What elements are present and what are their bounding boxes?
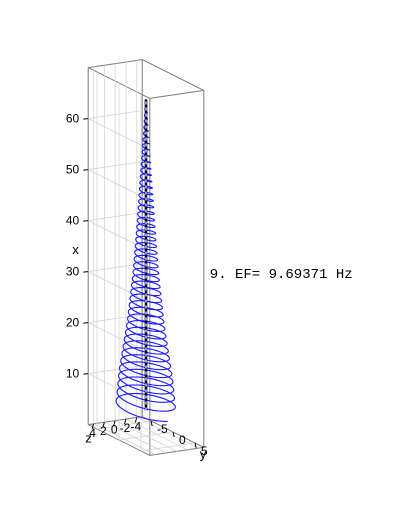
y-axis-label: y xyxy=(200,446,207,461)
x-tick-label: 10 xyxy=(66,367,80,381)
axes-box xyxy=(87,59,205,456)
x-tick-label: 20 xyxy=(66,316,80,330)
x-tick-mark xyxy=(83,322,89,324)
z-tick-mark xyxy=(91,423,95,429)
x-tick-label: 50 xyxy=(66,163,80,177)
z-tick-label: 2 xyxy=(100,424,107,438)
grid-line xyxy=(125,418,188,451)
z-tick-label: -2 xyxy=(120,421,131,435)
z-tick-mark xyxy=(102,422,105,428)
x-tick-mark xyxy=(83,373,89,375)
grid-line xyxy=(136,417,199,449)
grid-line xyxy=(104,421,167,454)
z-tick-mark xyxy=(124,418,127,425)
grid-line xyxy=(115,420,177,452)
box-edge xyxy=(141,59,205,91)
z-tick-mark xyxy=(113,420,116,426)
x-tick-label: 60 xyxy=(66,112,80,126)
z-axis-label: z xyxy=(85,431,92,446)
x-tick-mark xyxy=(83,220,89,222)
z-tick-mark xyxy=(134,417,138,423)
orbit-series xyxy=(115,99,176,422)
frequency-annotation: 9. EF= 9.69371 Hz xyxy=(210,267,353,283)
y-tick-mark xyxy=(150,420,153,427)
x-tick-mark xyxy=(83,118,89,120)
grid-line xyxy=(93,423,156,455)
y-tick-label: 0 xyxy=(179,433,186,447)
y-tick-label: 5 xyxy=(201,444,208,458)
z-tick-label: -4 xyxy=(130,419,141,433)
y-tick-mark xyxy=(172,431,175,438)
x-tick-label: 30 xyxy=(66,265,80,279)
y-tick-mark xyxy=(194,442,197,449)
x-tick-mark xyxy=(83,271,89,273)
box-edge xyxy=(149,89,204,99)
y-tick-label: -5 xyxy=(157,422,168,436)
x-tick-mark xyxy=(83,169,89,171)
x-axis-label: x xyxy=(72,242,79,257)
orbit-path xyxy=(115,99,176,422)
z-tick-label: 4 xyxy=(89,426,96,440)
x-tick-label: 40 xyxy=(66,214,80,228)
z-tick-label: 0 xyxy=(111,423,118,437)
grid-lines xyxy=(88,60,199,455)
